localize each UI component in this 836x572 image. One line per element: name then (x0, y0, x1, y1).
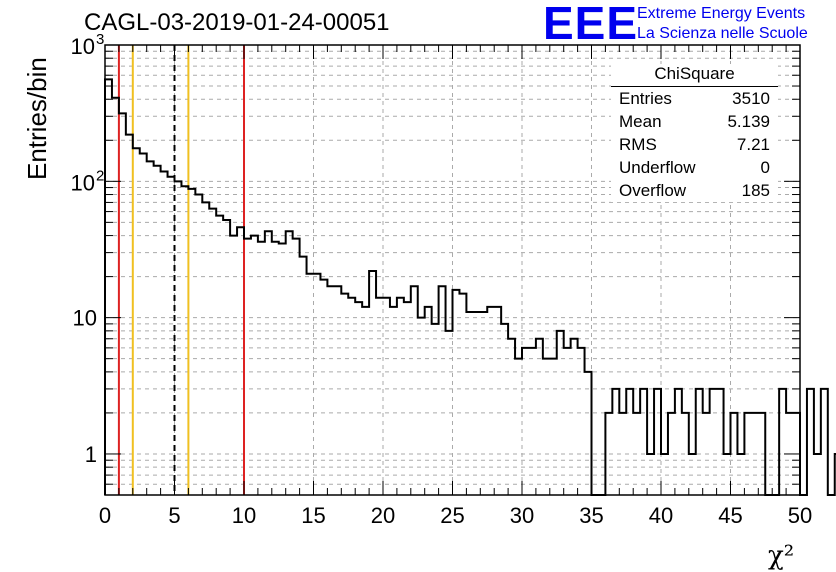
axes (104, 44, 801, 496)
y-tick-label: 1 (85, 442, 97, 467)
y-tick-exponent: 3 (96, 31, 104, 48)
eee-logo: EEE (543, 0, 639, 49)
y-tick-label: 10 (71, 170, 95, 195)
histogram-outline (104, 78, 836, 496)
stats-row: Overflow 185 (611, 179, 778, 202)
org-name: Extreme Energy Events (637, 5, 806, 22)
stats-value: 185 (741, 181, 770, 200)
org-subtitle: La Scienza nelle Scuole (637, 25, 808, 42)
x-axis-label: χ² (768, 541, 794, 571)
x-tick-label: 20 (371, 503, 395, 528)
stats-value: 3510 (732, 89, 770, 108)
x-tick-label: 40 (649, 503, 673, 528)
plot-frame (104, 44, 801, 496)
stats-value: 7.21 (736, 135, 770, 154)
x-tick-label: 10 (232, 503, 256, 528)
x-tick-label: 35 (579, 503, 603, 528)
stats-row: Entries 3510 (611, 87, 778, 110)
stats-value: 0 (760, 158, 770, 177)
x-tick-label: 45 (718, 503, 742, 528)
x-tick-label: 0 (99, 503, 111, 528)
stats-label: RMS (619, 135, 657, 154)
y-tick-label: 10 (73, 306, 97, 331)
x-tick-label: 5 (168, 503, 180, 528)
stats-row: RMS 7.21 (611, 133, 778, 156)
stats-value: 5.139 (727, 112, 770, 131)
y-tick-exponent: 2 (96, 167, 104, 184)
x-tick-label: 15 (301, 503, 325, 528)
stats-label: Overflow (619, 181, 687, 200)
stats-label: Underflow (619, 158, 696, 177)
x-tick-label: 25 (440, 503, 464, 528)
reference-lines (117, 45, 245, 495)
stats-row: Mean 5.139 (611, 110, 778, 133)
y-tick-label: 10 (71, 34, 95, 59)
stats-row: Underflow 0 (611, 156, 778, 179)
x-tick-label: 50 (788, 503, 812, 528)
stats-title: ChiSquare (611, 64, 778, 87)
stats-label: Mean (619, 112, 662, 131)
stats-label: Entries (619, 89, 672, 108)
y-axis-label: Entries/bin (22, 57, 52, 180)
stats-box: ChiSquare Entries 3510 Mean 5.139 RMS 7.21 … (611, 64, 778, 202)
x-tick-label: 30 (510, 503, 534, 528)
chart-title: CAGL-03-2019-01-24-00051 (84, 9, 390, 36)
